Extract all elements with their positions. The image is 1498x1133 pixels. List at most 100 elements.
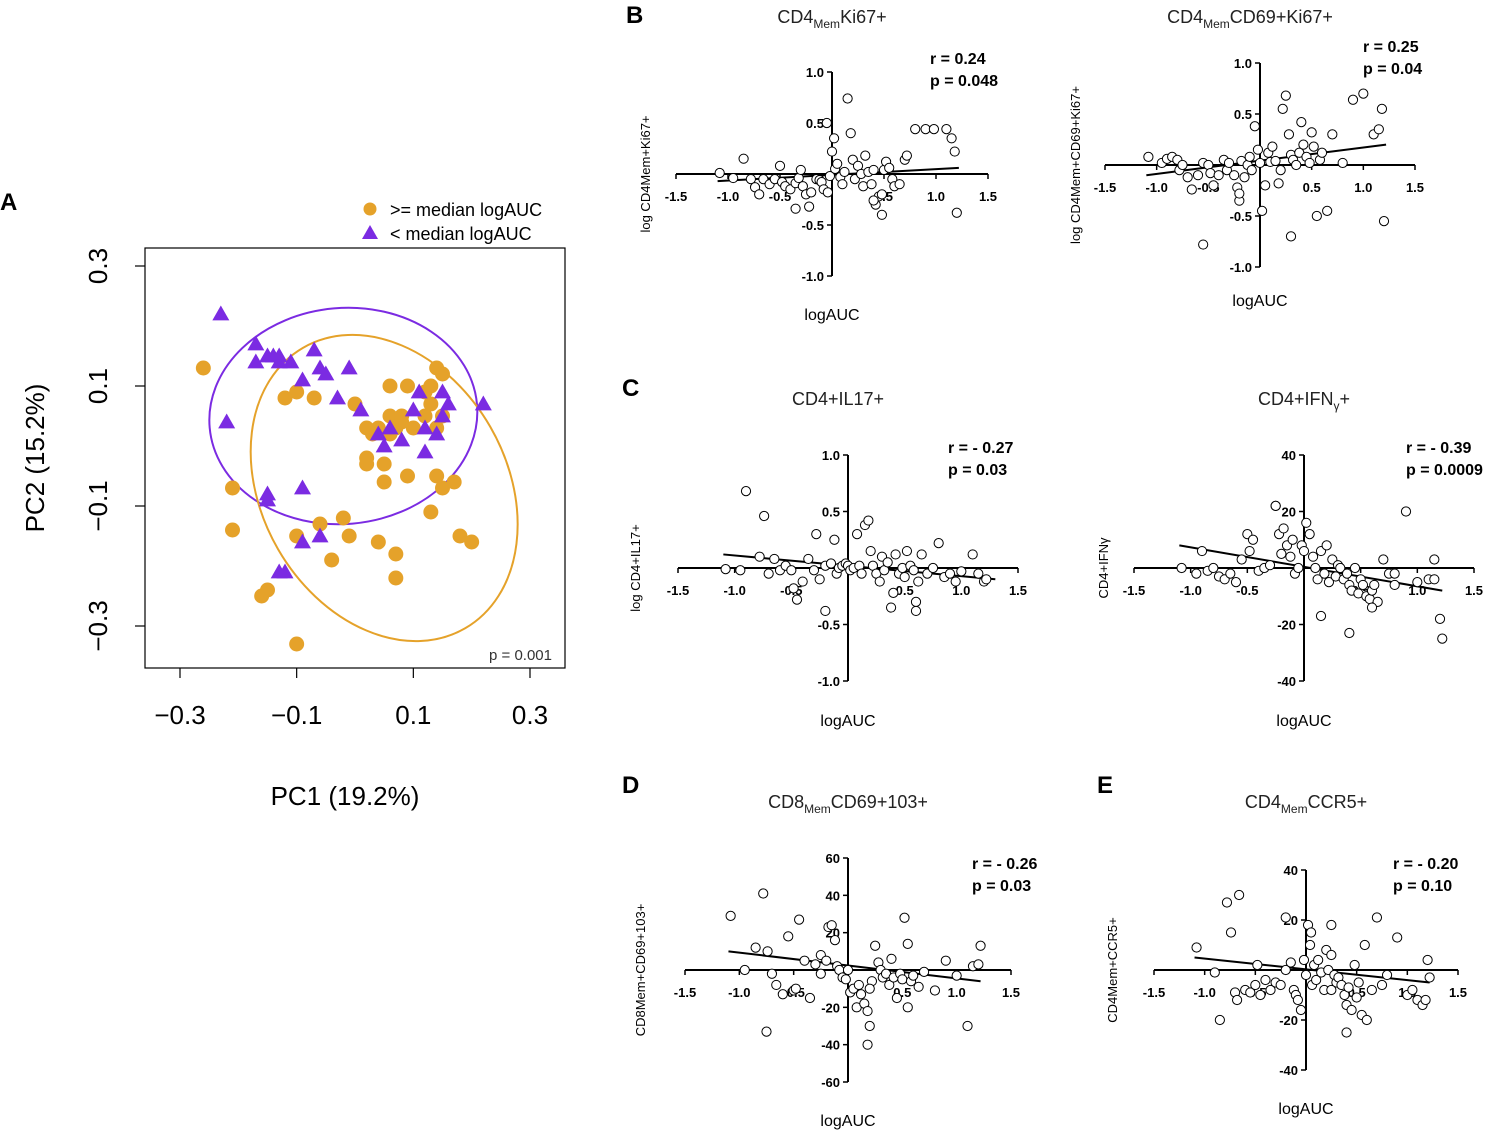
y-tick-label: 60 — [826, 851, 840, 866]
data-point-low — [282, 353, 300, 369]
y-tick-label: -0.5 — [1230, 209, 1252, 224]
data-point — [791, 594, 803, 605]
data-point-high — [312, 516, 328, 532]
data-point-high — [423, 396, 439, 412]
data-point — [1346, 1004, 1357, 1016]
data-point-low — [270, 353, 288, 369]
data-point — [1280, 912, 1291, 923]
y-tick-label: -0.5 — [818, 618, 840, 633]
panel-title: CD4MemKi67+ — [777, 7, 886, 31]
title-main: CD4 — [1245, 792, 1281, 812]
data-point-low — [410, 383, 428, 399]
data-point — [1351, 992, 1362, 1003]
data-point — [928, 124, 940, 135]
x-tick-label: 1.5 — [1002, 985, 1020, 1000]
data-point — [910, 124, 921, 135]
data-point — [837, 179, 848, 190]
data-point — [956, 566, 967, 577]
data-point — [814, 574, 825, 585]
x-tick-label: 1.0 — [948, 985, 966, 1000]
data-point — [862, 1039, 873, 1050]
x-tick-label: -1.0 — [717, 189, 739, 204]
data-point-high — [260, 582, 275, 598]
data-point — [1300, 969, 1312, 981]
data-point-low — [428, 425, 446, 441]
data-point-low — [369, 425, 387, 441]
data-point — [1278, 523, 1289, 534]
x-axis-label: PC1 (19.2%) — [271, 781, 420, 811]
data-point — [951, 970, 962, 981]
data-point — [1315, 610, 1327, 622]
y-tick-label: −0.1 — [83, 480, 113, 531]
x-axis-label: logAUC — [820, 713, 875, 730]
title-main: CD8 — [768, 792, 804, 812]
data-point — [1326, 984, 1337, 996]
data-point — [1252, 144, 1264, 155]
data-point — [1143, 151, 1154, 162]
data-point-low — [329, 389, 346, 405]
data-point — [1225, 568, 1236, 579]
x-tick-label: -1.0 — [1145, 180, 1167, 195]
data-point — [876, 189, 888, 200]
y-tick-label: -40 — [821, 1038, 840, 1053]
data-point — [884, 979, 895, 991]
data-point — [829, 935, 841, 946]
regression-line — [728, 950, 981, 983]
data-point — [1270, 500, 1281, 511]
data-point — [894, 179, 905, 190]
panel-c1: CCD4+IL17+-1.5-1.0-0.50.51.01.51.00.5-0.… — [622, 375, 1027, 730]
data-point — [839, 166, 850, 178]
data-point-low — [434, 407, 451, 423]
data-point — [897, 974, 908, 985]
data-point — [739, 964, 750, 976]
title-rest: Ki67+ — [840, 7, 887, 27]
y-tick-label: -1.0 — [802, 269, 824, 284]
data-point-low — [294, 371, 311, 387]
data-point — [1344, 627, 1355, 639]
data-point — [941, 124, 952, 135]
data-point — [738, 153, 749, 164]
data-point — [981, 574, 992, 585]
data-point — [868, 195, 879, 206]
data-point — [870, 940, 881, 951]
data-point — [860, 150, 871, 161]
y-axis-label: CD4+IFNγ — [1096, 537, 1111, 599]
data-point — [967, 549, 978, 560]
data-point — [1307, 551, 1319, 562]
title-rest: CD69+Ki67+ — [1230, 7, 1333, 27]
data-point-low — [416, 443, 434, 459]
data-point-high — [423, 504, 439, 520]
data-point — [1273, 178, 1284, 189]
data-point — [1214, 1014, 1225, 1026]
x-axis-label: logAUC — [820, 1113, 875, 1130]
data-point — [1434, 613, 1446, 624]
data-point — [1322, 205, 1333, 216]
data-point — [1246, 165, 1257, 176]
y-tick-label: 40 — [1284, 863, 1298, 878]
data-point — [1276, 548, 1287, 559]
panel-letter-c: C — [622, 375, 639, 402]
data-point — [874, 576, 885, 587]
data-point — [1353, 977, 1364, 988]
x-tick-label: 1.0 — [1354, 180, 1372, 195]
data-point — [1264, 560, 1276, 571]
data-point — [759, 510, 770, 522]
data-point — [828, 133, 840, 144]
data-point — [1296, 117, 1307, 128]
data-point — [808, 565, 820, 576]
stat-p: p = 0.03 — [972, 878, 1031, 895]
data-point-low — [259, 491, 276, 507]
x-axis-label: logAUC — [1232, 293, 1287, 310]
confidence-ellipse — [249, 333, 519, 643]
data-point — [1341, 568, 1353, 579]
data-point-high — [382, 378, 398, 394]
data-point — [1392, 932, 1403, 943]
data-point — [842, 93, 853, 104]
data-point — [1371, 912, 1383, 923]
data-point — [1225, 927, 1237, 938]
data-point — [901, 150, 912, 161]
data-point — [1223, 157, 1235, 169]
panel-a: A −0.3 −0.1 0.1 0.3 0.3 0.1 −0.1 −0.3 PC1 (19.2%)… — [0, 189, 566, 811]
data-point — [899, 912, 910, 923]
y-tick-label: -20 — [821, 1000, 840, 1015]
